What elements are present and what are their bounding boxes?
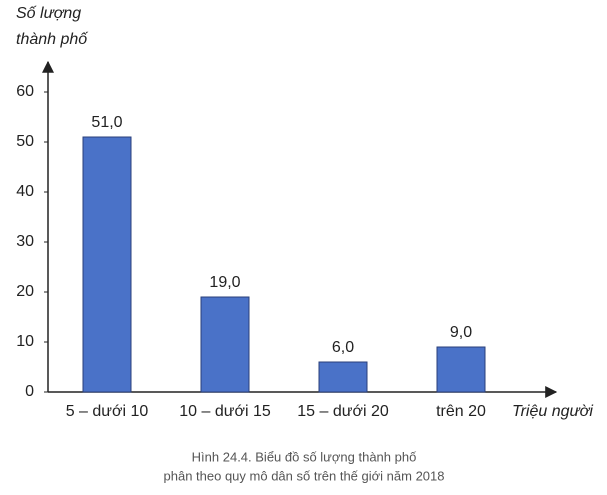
x-tick-label: 15 – dưới 20 (297, 403, 389, 420)
y-tick-label: 50 (16, 133, 34, 150)
value-label: 6,0 (332, 339, 354, 356)
x-axis-label: Triệu người (512, 403, 593, 420)
value-label: 9,0 (450, 324, 472, 341)
x-tick-label: 5 – dưới 10 (66, 403, 149, 420)
y-axis-label: Số lượng (16, 5, 81, 22)
caption: Hình 24.4. Biểu đồ số lượng thành phố (192, 449, 417, 464)
value-label: 51,0 (91, 114, 122, 131)
y-tick-label: 30 (16, 233, 34, 250)
y-tick-label: 20 (16, 283, 34, 300)
y-tick-label: 0 (25, 383, 34, 400)
x-tick-label: 10 – dưới 15 (179, 403, 271, 420)
caption: phân theo quy mô dân số trên thế giới nă… (164, 468, 445, 483)
x-tick-label: trên 20 (436, 403, 486, 420)
value-label: 19,0 (209, 274, 240, 291)
y-tick-label: 60 (16, 83, 34, 100)
bar (200, 296, 250, 393)
y-axis-label: thành phố (16, 31, 89, 48)
y-tick-label: 40 (16, 183, 34, 200)
y-tick-label: 10 (16, 333, 34, 350)
bar (318, 361, 368, 393)
bar (436, 346, 486, 393)
bar (82, 136, 132, 393)
